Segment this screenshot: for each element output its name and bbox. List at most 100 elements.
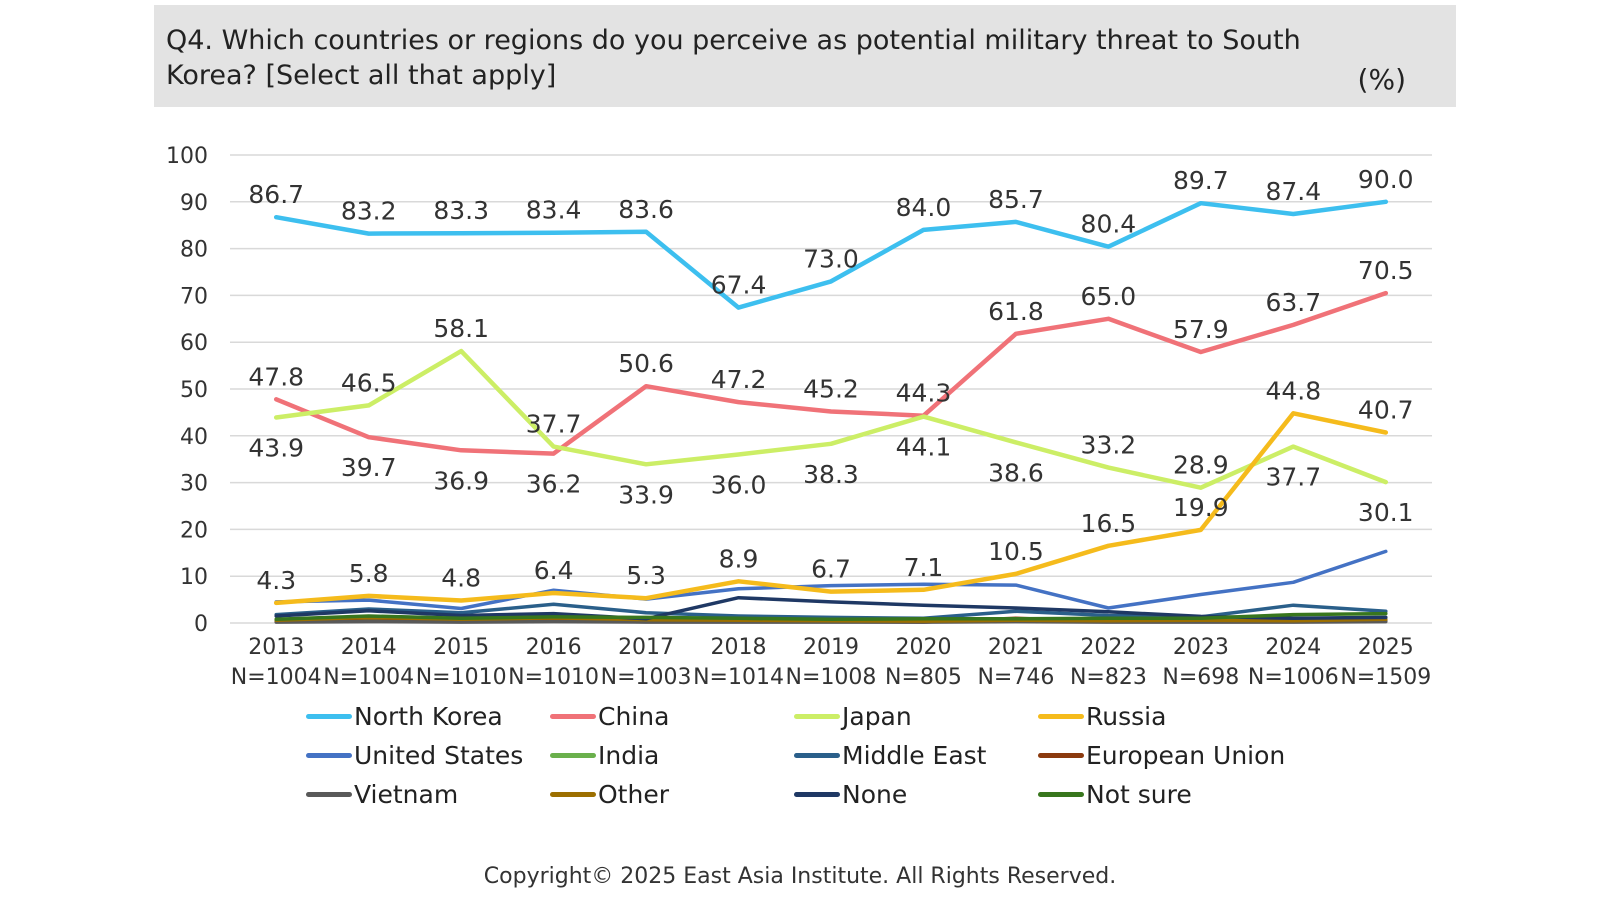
data-label-china: 61.8 xyxy=(988,297,1044,326)
legend-swatch xyxy=(306,752,352,758)
sample-size-label: N=1004 xyxy=(231,665,322,690)
legend-label: Russia xyxy=(1086,701,1167,731)
x-tick-label: 2020 xyxy=(895,635,951,660)
legend-label: Japan xyxy=(842,701,912,731)
x-tick-label: 2015 xyxy=(433,635,489,660)
chart-header: Q4. Which countries or regions do you pe… xyxy=(154,5,1456,107)
y-tick-label: 0 xyxy=(194,612,208,637)
data-label-japan: 28.9 xyxy=(1173,451,1229,480)
legend-item: North Korea xyxy=(306,696,503,736)
legend-swatch xyxy=(794,713,840,719)
legend-label: Other xyxy=(598,779,669,809)
legend-item: None xyxy=(794,774,907,814)
data-label-japan: 43.9 xyxy=(248,434,304,463)
legend-swatch xyxy=(1038,713,1084,719)
data-label-china: 47.8 xyxy=(248,362,304,391)
legend-swatch xyxy=(550,713,596,719)
data-label-japan: 33.2 xyxy=(1081,431,1137,460)
legend-item: Not sure xyxy=(1038,774,1192,814)
data-label-russia: 5.3 xyxy=(626,561,666,590)
legend-item: United States xyxy=(306,735,523,775)
data-label-japan: 46.5 xyxy=(341,368,397,397)
data-label-north-korea: 89.7 xyxy=(1173,166,1229,195)
y-tick-label: 100 xyxy=(166,144,208,169)
legend-label: European Union xyxy=(1086,740,1286,770)
data-label-japan: 33.9 xyxy=(618,480,674,509)
y-tick-label: 20 xyxy=(180,518,208,543)
data-label-japan: 44.1 xyxy=(896,433,952,462)
legend-label: None xyxy=(842,779,908,809)
data-label-north-korea: 87.4 xyxy=(1265,177,1321,206)
question-title: Q4. Which countries or regions do you pe… xyxy=(166,25,1301,91)
data-label-north-korea: 83.6 xyxy=(618,195,674,224)
data-label-japan: 36.0 xyxy=(711,471,767,500)
sample-size-label: N=746 xyxy=(977,665,1054,690)
x-tick-label: 2024 xyxy=(1265,635,1321,660)
legend-swatch xyxy=(1038,791,1084,797)
y-tick-label: 30 xyxy=(180,472,208,497)
sample-size-label: N=823 xyxy=(1070,665,1147,690)
data-label-japan: 30.1 xyxy=(1358,498,1414,527)
sample-size-label: N=1006 xyxy=(1248,665,1339,690)
x-tick-label: 2016 xyxy=(526,635,582,660)
data-label-russia: 4.8 xyxy=(441,564,481,593)
sample-size-label: N=1008 xyxy=(786,665,877,690)
data-label-russia: 8.9 xyxy=(719,544,759,573)
legend-item: Russia xyxy=(1038,696,1166,736)
data-label-russia: 7.1 xyxy=(904,553,944,582)
data-label-north-korea: 67.4 xyxy=(711,271,767,300)
data-label-china: 45.2 xyxy=(803,374,859,403)
x-tick-label: 2013 xyxy=(248,635,304,660)
legend-swatch xyxy=(794,791,840,797)
x-tick-label: 2022 xyxy=(1080,635,1136,660)
data-label-japan: 37.7 xyxy=(526,410,582,439)
sample-size-label: N=805 xyxy=(885,665,962,690)
data-label-china: 50.6 xyxy=(618,349,674,378)
data-label-north-korea: 80.4 xyxy=(1081,210,1137,239)
x-tick-label: 2019 xyxy=(803,635,859,660)
sample-size-label: N=1003 xyxy=(601,665,692,690)
data-label-russia: 16.5 xyxy=(1081,509,1137,538)
y-tick-label: 90 xyxy=(180,191,208,216)
data-label-china: 36.9 xyxy=(433,466,489,495)
data-label-japan: 38.3 xyxy=(803,460,859,489)
data-label-russia: 6.7 xyxy=(811,555,851,584)
data-label-china: 36.2 xyxy=(526,470,582,499)
data-label-north-korea: 73.0 xyxy=(803,244,859,273)
data-label-north-korea: 83.3 xyxy=(433,196,489,225)
unit-label: (%) xyxy=(1357,63,1406,96)
sample-size-label: N=1509 xyxy=(1340,665,1431,690)
series-line-united-states xyxy=(274,549,1388,611)
legend-item: China xyxy=(550,696,669,736)
data-label-russia: 6.4 xyxy=(534,556,574,585)
data-label-china: 63.7 xyxy=(1265,288,1321,317)
data-label-china: 70.5 xyxy=(1358,256,1414,285)
legend-item: European Union xyxy=(1038,735,1285,775)
x-tick-label: 2021 xyxy=(988,635,1044,660)
legend-swatch xyxy=(306,713,352,719)
x-tick-label: 2017 xyxy=(618,635,674,660)
copyright-notice: Copyright© 2025 East Asia Institute. All… xyxy=(483,864,1117,889)
data-label-china: 39.7 xyxy=(341,453,397,482)
series-line-japan xyxy=(273,348,1389,490)
series-line-russia xyxy=(273,411,1389,606)
x-tick-label: 2014 xyxy=(341,635,397,660)
data-label-russia: 19.9 xyxy=(1173,493,1229,522)
data-label-north-korea: 86.7 xyxy=(248,180,304,209)
legend-label: North Korea xyxy=(354,701,503,731)
legend-swatch xyxy=(1038,752,1084,758)
y-tick-label: 40 xyxy=(180,425,208,450)
legend-item: Japan xyxy=(794,696,912,736)
y-tick-label: 80 xyxy=(180,238,208,263)
data-label-russia: 40.7 xyxy=(1358,396,1414,425)
sample-size-label: N=1014 xyxy=(693,665,784,690)
legend-item: Middle East xyxy=(794,735,986,775)
legend-label: Middle East xyxy=(842,740,987,770)
y-tick-label: 50 xyxy=(180,378,208,403)
data-label-north-korea: 85.7 xyxy=(988,185,1044,214)
legend-label: Not sure xyxy=(1086,779,1192,809)
data-label-north-korea: 84.0 xyxy=(896,193,952,222)
legend-label: China xyxy=(598,701,670,731)
data-label-north-korea: 83.4 xyxy=(526,196,582,225)
